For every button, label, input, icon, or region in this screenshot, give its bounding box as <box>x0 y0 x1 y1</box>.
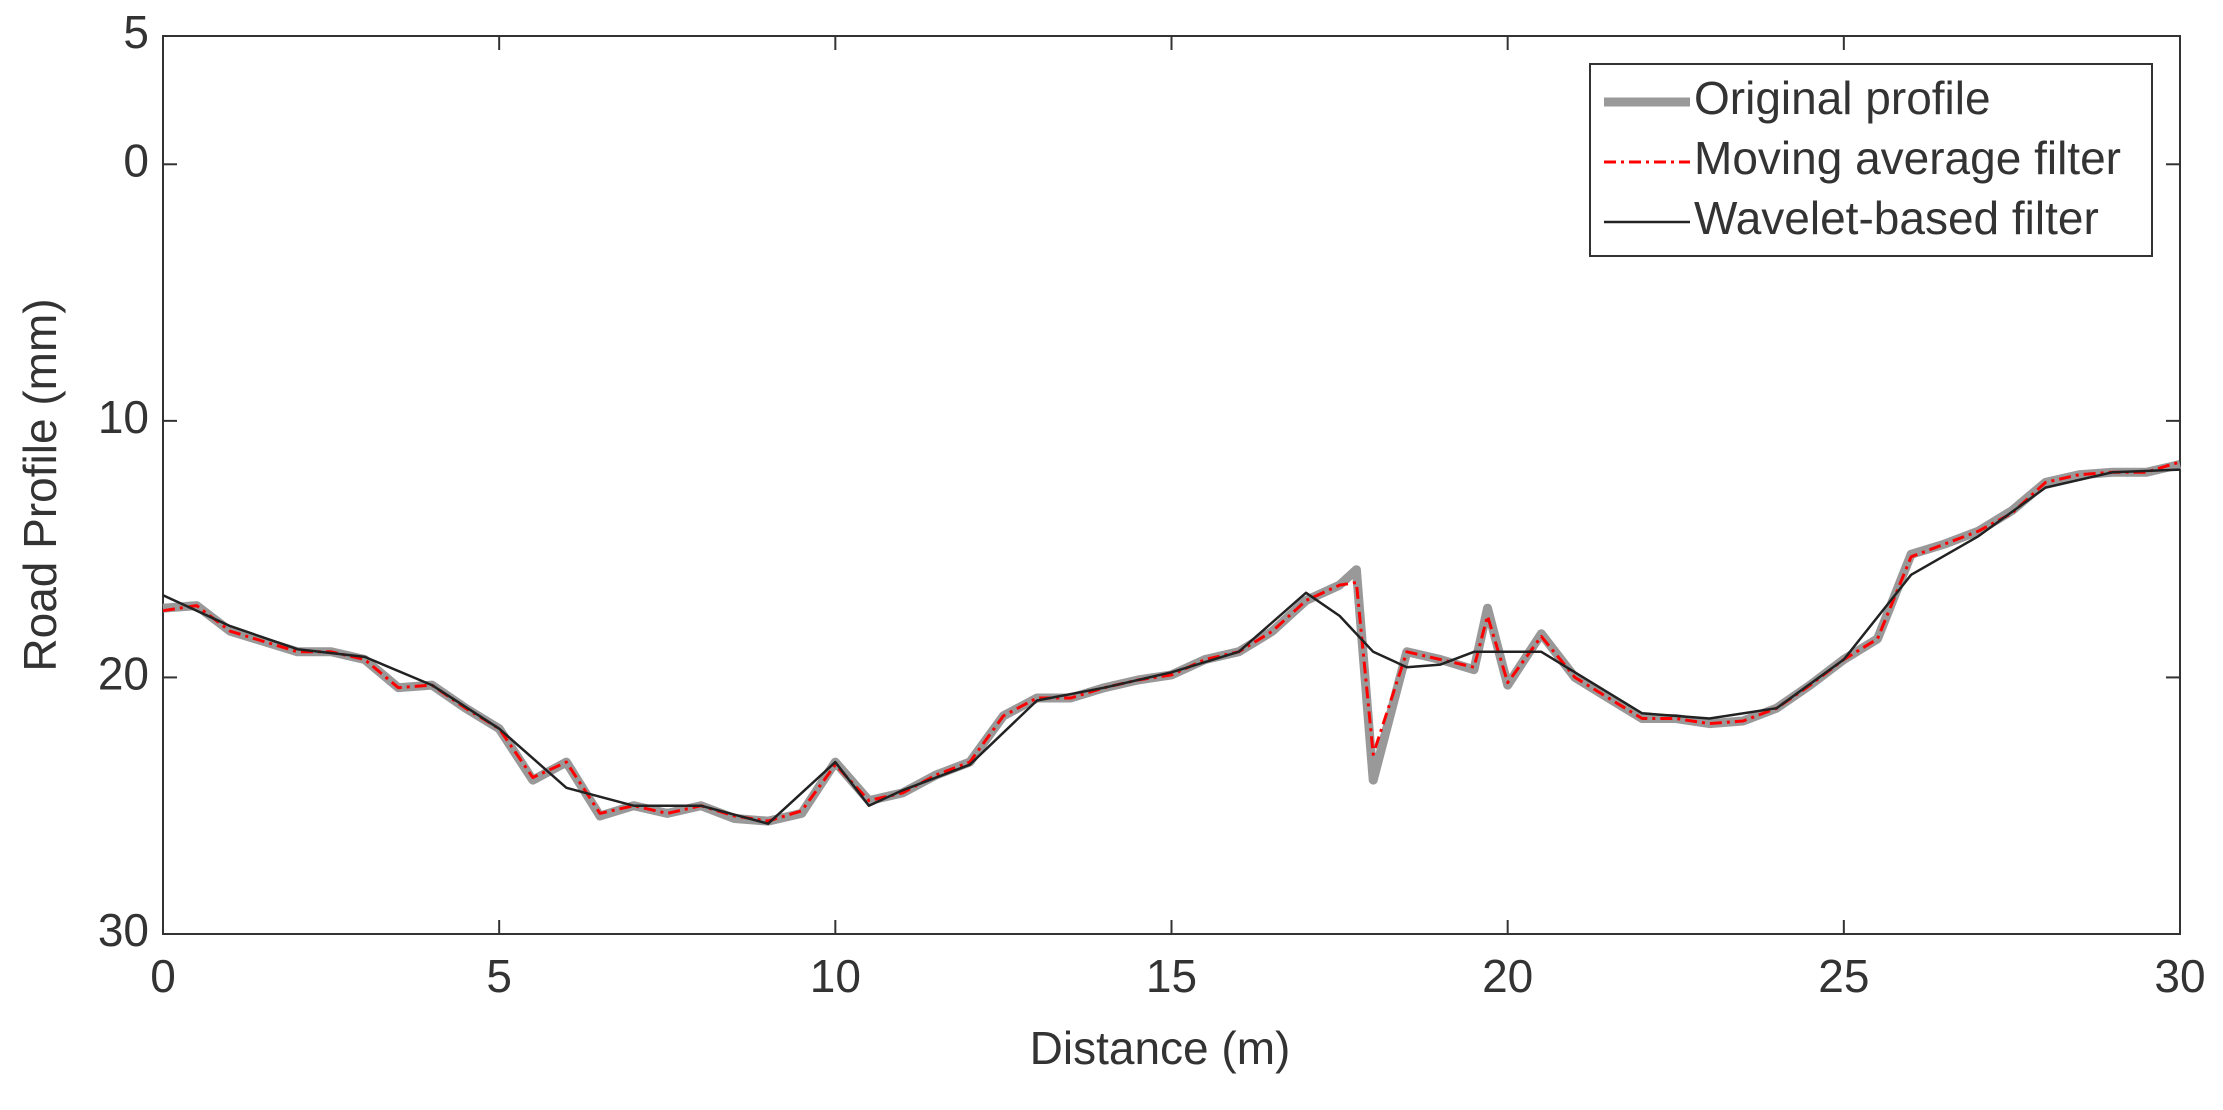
x-tick-label: 5 <box>486 950 512 1002</box>
legend-label: Wavelet-based filter <box>1694 192 2099 244</box>
x-tick-label: 30 <box>2154 950 2205 1002</box>
series-line <box>162 468 2181 825</box>
legend-box <box>1589 63 2153 257</box>
y-tick-label: 30 <box>98 904 149 956</box>
legend-label: Moving average filter <box>1694 132 2121 184</box>
x-tick-label: 15 <box>1146 950 1197 1002</box>
y-tick-label: 10 <box>98 391 149 443</box>
series-line <box>162 460 2181 823</box>
x-tick-label: 0 <box>150 950 176 1002</box>
legend: Original profile Moving average filter Wav… <box>1589 63 2153 257</box>
x-tick-label: 20 <box>1482 950 1533 1002</box>
y-tick-label: 5 <box>123 6 149 58</box>
legend-label: Original profile <box>1694 72 1991 124</box>
x-axis-label: Distance (m) <box>1030 1022 1291 1074</box>
y-axis-label: Road Profile (mm) <box>14 298 66 671</box>
y-tick-label: 0 <box>123 134 149 186</box>
y-tick-label: 20 <box>98 648 149 700</box>
x-tick-label: 10 <box>810 950 861 1002</box>
x-tick-label: 25 <box>1818 950 1869 1002</box>
